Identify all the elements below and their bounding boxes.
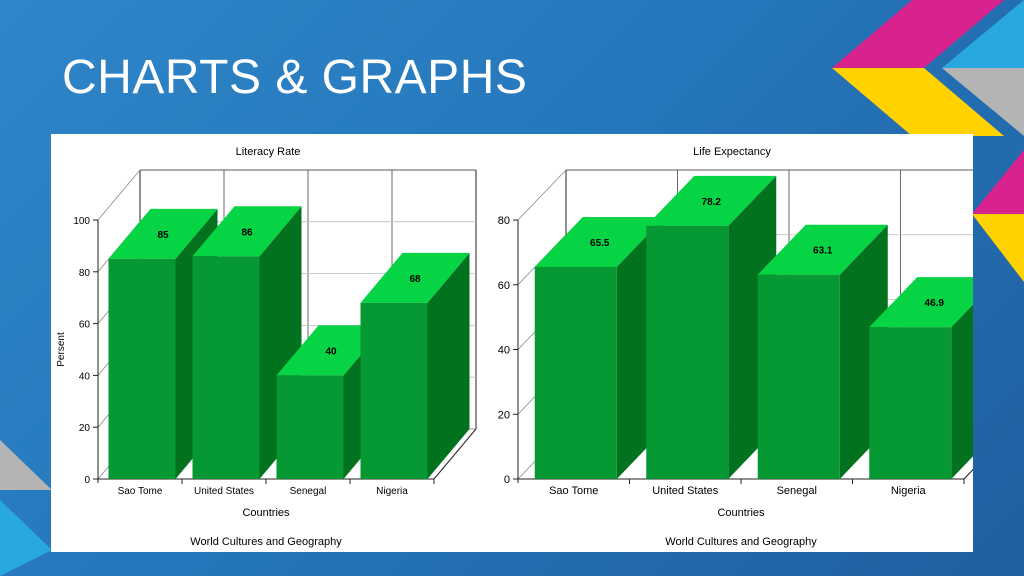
bar-front-face [192, 256, 260, 479]
y-tick-label: 40 [498, 345, 510, 357]
x-tick-label: Sao Tome [118, 486, 163, 497]
bar [757, 224, 888, 479]
y-tick-label: 80 [498, 215, 510, 227]
bar-value-label: 40 [325, 346, 337, 357]
bar-front-face [360, 302, 428, 479]
bar-value-label: 86 [241, 227, 253, 238]
x-tick-label: Nigeria [376, 486, 408, 497]
bar [869, 277, 973, 479]
side-wall-gridline [97, 169, 141, 221]
bar-front-face [757, 274, 840, 479]
y-tick-label: 100 [73, 216, 90, 227]
deco-cyan-chevron-top [942, 0, 1024, 68]
bar-top-face [757, 224, 888, 275]
x-axis-label: Countries [242, 507, 290, 519]
deco-yellow-chevron-right [972, 214, 1024, 282]
bar-value-label: 68 [409, 274, 421, 285]
y-tick-label: 20 [79, 423, 91, 434]
bar-value-label: 85 [157, 230, 169, 241]
floor-right-edge [963, 468, 973, 480]
y-tick-label: 0 [84, 475, 90, 486]
bar [646, 175, 777, 479]
bar-value-label: 65.5 [590, 238, 610, 249]
deco-cyan-chevron-left [0, 500, 52, 576]
deco-gray-chevron-left [0, 440, 52, 490]
deco-yellow-chevron-top [832, 68, 1004, 136]
charts-panel: 0 20 40 60 80 100 85 Sao Tome 86 United States 40 S… [51, 134, 973, 552]
bar-front-face [108, 258, 176, 479]
literacy-rate-chart: 0 20 40 60 80 100 85 Sao Tome 86 United States 40 S… [56, 146, 477, 548]
x-axis-label: Countries [717, 507, 765, 519]
life-expectancy-chart: 0 20 40 60 80 65.5 Sao Tome 78.2 United States 63… [498, 146, 973, 548]
chart-footer: World Cultures and Geography [665, 536, 817, 548]
bar [276, 325, 386, 479]
bar-front-face [534, 266, 617, 479]
bar-front-face [646, 225, 729, 479]
floor-right-edge [433, 428, 477, 480]
x-tick-label: United States [194, 486, 254, 497]
y-axis-label: Persent [56, 332, 67, 367]
y-tick-label: 60 [498, 280, 510, 292]
bar-top-face [869, 277, 973, 328]
x-tick-label: Senegal [777, 485, 817, 497]
x-tick-label: Sao Tome [549, 485, 598, 497]
deco-gray-chevron-top [942, 68, 1024, 136]
bar-top-face [646, 175, 777, 226]
bar-front-face [869, 327, 952, 479]
bar-side-face [951, 304, 973, 479]
bar-value-label: 78.2 [702, 197, 722, 208]
bar-top-face [108, 208, 218, 259]
side-wall-gridline [517, 169, 567, 221]
bar-value-label: 46.9 [925, 298, 945, 309]
bar-top-face [360, 252, 470, 303]
chart-title: Literacy Rate [236, 146, 301, 158]
bar-top-face [276, 325, 386, 376]
x-tick-label: United States [652, 485, 719, 497]
y-tick-label: 60 [79, 320, 91, 331]
x-tick-label: Senegal [290, 486, 327, 497]
y-tick-label: 0 [504, 474, 510, 486]
deco-magenta-chevron-top [832, 0, 1004, 68]
bar-value-label: 63.1 [813, 246, 833, 257]
bar [360, 252, 470, 479]
bar-side-face [427, 252, 470, 479]
y-tick-label: 80 [79, 268, 91, 279]
bar-top-face [534, 216, 665, 267]
y-tick-label: 40 [79, 371, 91, 382]
bar-front-face [276, 375, 344, 479]
chart-footer: World Cultures and Geography [190, 536, 342, 548]
bar [534, 216, 665, 479]
slide-title: CHARTS & GRAPHS [62, 51, 528, 104]
deco-magenta-chevron-right [972, 150, 1024, 214]
x-tick-label: Nigeria [891, 485, 927, 497]
y-tick-label: 20 [498, 409, 510, 421]
chart-title: Life Expectancy [693, 146, 771, 158]
bar-top-face [192, 206, 302, 257]
